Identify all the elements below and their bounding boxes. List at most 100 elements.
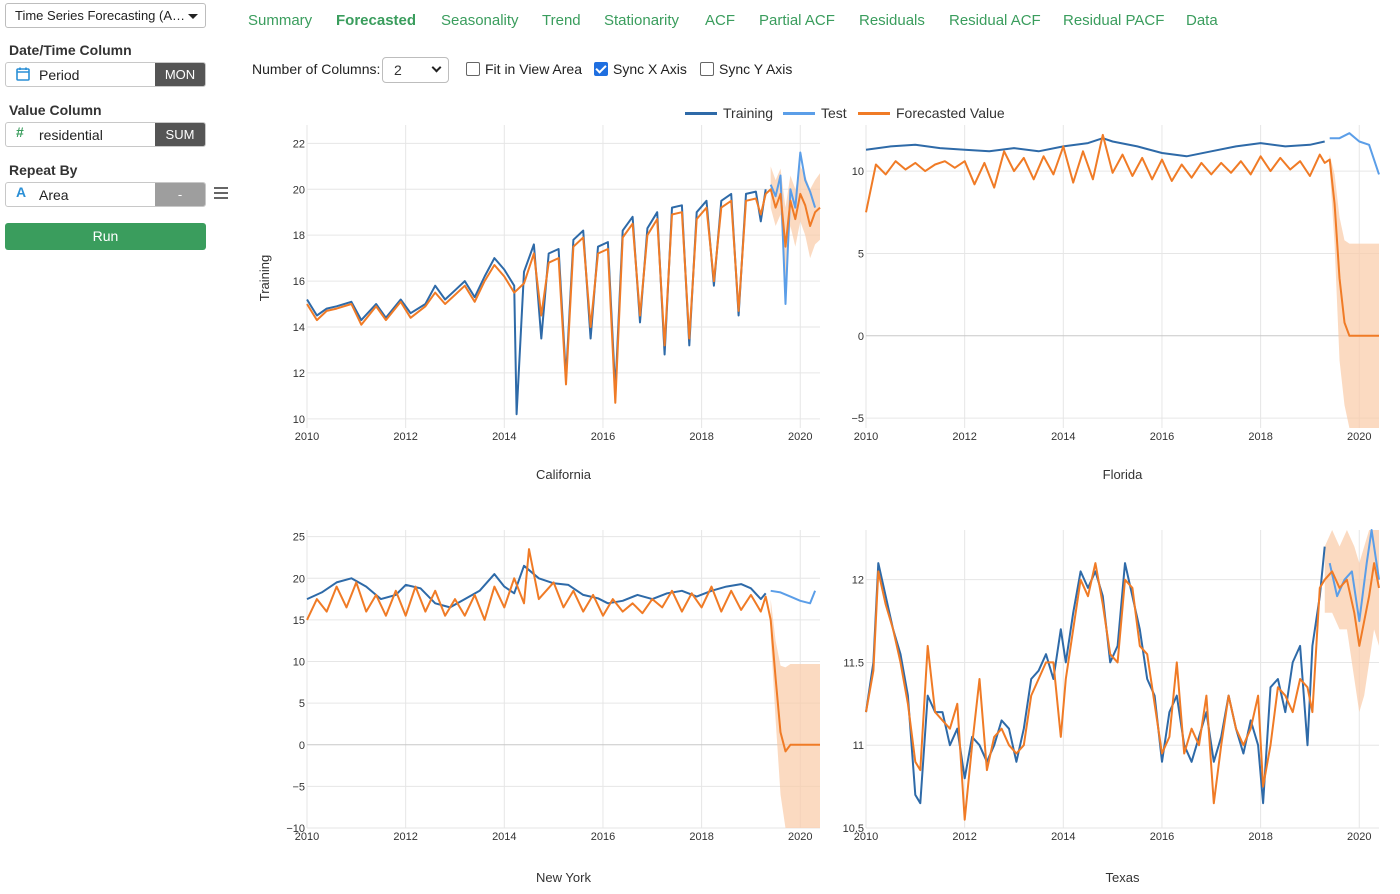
repeat-by-tag[interactable]: -: [155, 183, 205, 206]
y-tick-label: −5: [292, 781, 305, 793]
x-tick-label: 2016: [1150, 431, 1174, 443]
x-tick-label: 2012: [952, 431, 976, 443]
training-series-line: [306, 564, 767, 609]
date-column-field[interactable]: Period MON: [5, 62, 206, 87]
tab-acf[interactable]: ACF: [705, 12, 735, 29]
sync-y-label[interactable]: Sync Y Axis: [719, 61, 793, 77]
panel-title: California: [536, 467, 592, 482]
analysis-type-select[interactable]: Time Series Forecasting (A…: [5, 3, 206, 28]
x-tick-label: 2010: [854, 831, 878, 843]
y-tick-label: 25: [293, 532, 305, 544]
tab-seasonality[interactable]: Seasonality: [441, 12, 519, 29]
menu-icon[interactable]: [214, 187, 228, 199]
legend-swatch-forecast: [858, 112, 890, 115]
test-series-line: [1328, 529, 1380, 623]
x-tick-label: 2014: [1051, 831, 1075, 843]
x-tick-label: 2018: [689, 831, 713, 843]
run-button[interactable]: Run: [5, 223, 206, 250]
x-tick-label: 2020: [788, 831, 812, 843]
chart-panel-texas: 2010 2012 2014 2016 2018 2020 10.5 11 11.5 12 Texa…: [843, 529, 1380, 885]
training-series-line: [865, 546, 1326, 805]
date-unit-tag[interactable]: MON: [155, 63, 205, 86]
tab-data[interactable]: Data: [1186, 12, 1218, 29]
legend-swatch-training: [685, 112, 717, 115]
sync-x-label[interactable]: Sync X Axis: [613, 61, 687, 77]
x-tick-label: 2014: [492, 831, 516, 843]
chart-panel-california: 2010 2012 2014 2016 2018 2020 10 12 14 16 18 20 22 Ca…: [293, 125, 821, 482]
fit-in-view-checkbox[interactable]: [466, 62, 480, 76]
sync-x-checkbox[interactable]: [594, 62, 608, 76]
analysis-type-value: Time Series Forecasting (A…: [15, 8, 186, 23]
x-tick-label: 2012: [952, 831, 976, 843]
y-tick-label: 11: [853, 740, 864, 752]
tab-trend[interactable]: Trend: [542, 12, 581, 29]
chart-panel-florida: 2010 2012 2014 2016 2018 2020 −5 0 5 10 Florida: [851, 125, 1380, 482]
y-tick-label: −10: [286, 823, 305, 835]
value-column-field[interactable]: # residential SUM: [5, 122, 206, 147]
x-tick-label: 2012: [393, 831, 417, 843]
test-series-line: [769, 151, 817, 305]
y-tick-label: 10: [852, 166, 864, 178]
x-tick-label: 2016: [591, 831, 615, 843]
forecast-confidence-band: [1324, 530, 1379, 713]
tab-residual-pacf[interactable]: Residual PACF: [1063, 12, 1165, 29]
y-tick-label: 20: [293, 184, 305, 196]
value-column-name: residential: [39, 127, 103, 143]
x-tick-label: 2020: [1347, 831, 1371, 843]
panel-title: Texas: [1106, 870, 1140, 885]
x-tick-label: 2016: [1150, 831, 1174, 843]
hash-icon: #: [16, 124, 24, 140]
repeat-by-field[interactable]: A Area -: [5, 182, 206, 207]
repeat-by-label: Repeat By: [9, 162, 78, 178]
tab-partial-acf[interactable]: Partial ACF: [759, 12, 835, 29]
legend-swatch-test: [783, 112, 815, 115]
y-tick-label: 12: [852, 575, 864, 587]
forecast-confidence-band: [770, 599, 820, 828]
chart-panel-new-york: 2010 2012 2014 2016 2018 2020 −10 −5 0 5 10 15 20 25 N…: [286, 530, 820, 885]
x-tick-label: 2010: [295, 831, 319, 843]
x-tick-label: 2020: [1347, 431, 1371, 443]
y-tick-label: 11.5: [843, 657, 864, 669]
y-tick-label: 0: [299, 740, 305, 752]
chevron-down-icon: [431, 62, 442, 73]
training-series-line: [306, 189, 767, 416]
x-tick-label: 2018: [1248, 831, 1272, 843]
forecast-confidence-band: [1329, 154, 1379, 429]
test-series-line: [1329, 132, 1380, 175]
x-tick-label: 2014: [492, 431, 516, 443]
tab-residuals[interactable]: Residuals: [859, 12, 925, 29]
x-tick-label: 2018: [1248, 431, 1272, 443]
forecast-series-line: [865, 562, 1380, 821]
x-tick-label: 2012: [393, 431, 417, 443]
y-tick-label: 16: [293, 276, 305, 288]
date-column-label: Date/Time Column: [9, 42, 132, 58]
panel-title: Florida: [1103, 467, 1144, 482]
date-column-name: Period: [39, 67, 80, 83]
y-tick-label: 5: [299, 698, 305, 710]
x-tick-label: 2018: [689, 431, 713, 443]
panel-title: New York: [536, 870, 591, 885]
x-tick-label: 2014: [1051, 431, 1075, 443]
tab-forecasted[interactable]: Forecasted: [336, 12, 417, 29]
columns-label: Number of Columns:: [252, 61, 381, 77]
calendar-icon: [16, 67, 30, 81]
forecast-series-line: [306, 548, 820, 753]
tab-residual-acf[interactable]: Residual ACF: [949, 12, 1041, 29]
caret-down-icon: [188, 14, 198, 19]
value-column-label: Value Column: [9, 102, 102, 118]
tab-summary[interactable]: Summary: [248, 12, 313, 29]
fit-in-view-label[interactable]: Fit in View Area: [485, 61, 583, 77]
columns-select[interactable]: 2: [382, 57, 449, 83]
x-tick-label: 2016: [591, 431, 615, 443]
y-tick-label: 10.5: [843, 823, 864, 835]
repeat-by-column-name: Area: [39, 187, 69, 203]
forecast-confidence-band: [770, 166, 820, 286]
sync-y-checkbox[interactable]: [700, 62, 714, 76]
legend-label-forecast: Forecasted Value: [896, 105, 1005, 121]
x-tick-label: 2010: [295, 431, 319, 443]
columns-value: 2: [394, 62, 402, 78]
y-tick-label: 12: [293, 368, 305, 380]
test-series-line: [770, 589, 817, 605]
value-agg-tag[interactable]: SUM: [155, 123, 205, 146]
tab-stationarity[interactable]: Stationarity: [604, 12, 680, 29]
